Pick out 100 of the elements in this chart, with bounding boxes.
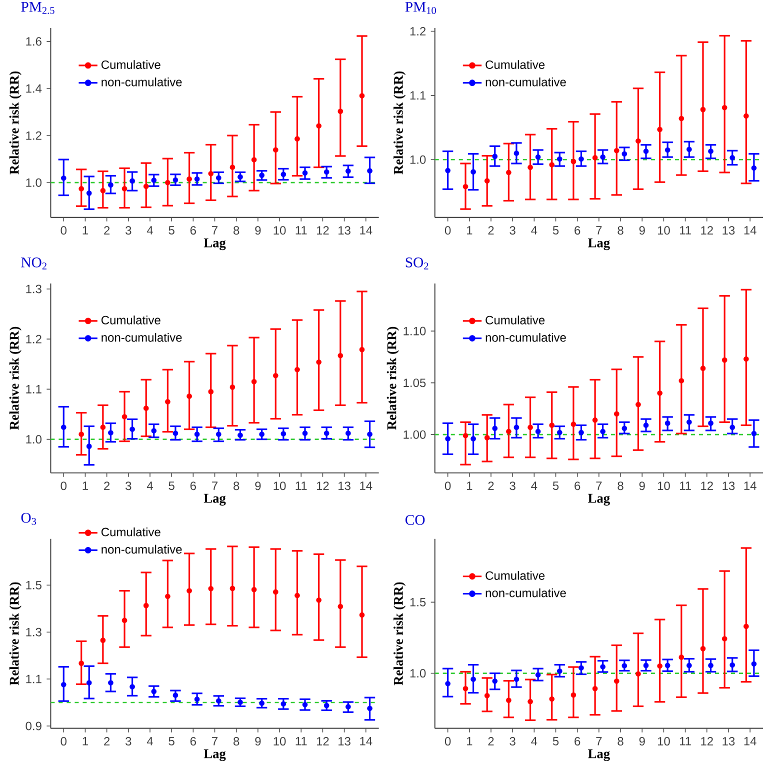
legend-label: non-cumulative (102, 544, 182, 554)
y-tick-label: 1.0 (26, 434, 42, 444)
y-tick-label: 1.1 (410, 91, 426, 100)
x-tick-label: 0 (444, 226, 451, 234)
x-tick-label: 14 (744, 226, 756, 234)
y-tick-label: 1.00 (404, 430, 426, 439)
x-axis-title: Lag (204, 494, 226, 506)
chart-title: NO$_{2}$ (21, 257, 46, 270)
x-tick-label: 7 (596, 226, 602, 234)
x-axis-title: Lag (204, 238, 226, 250)
x-tick-label: 5 (552, 736, 559, 746)
x-tick-label: 5 (168, 226, 174, 234)
x-tick-label: 14 (744, 481, 756, 490)
x-tick-label: 0 (60, 736, 67, 746)
legend-label: non-cumulative (486, 332, 566, 342)
x-tick-label: 4 (146, 736, 153, 746)
x-axis-title: Lag (588, 494, 610, 506)
x-tick-label: 14 (744, 736, 756, 746)
y-tick-label: 1.1 (26, 674, 42, 684)
x-tick-label: 3 (510, 226, 516, 234)
x-tick-label: 0 (444, 481, 451, 490)
x-tick-label: 2 (488, 736, 494, 746)
x-tick-label: 4 (146, 481, 153, 490)
x-tick-label: 6 (190, 226, 196, 234)
x-tick-label: 0 (60, 226, 67, 234)
x-tick-label: 9 (639, 226, 645, 234)
x-tick-label: 11 (296, 481, 307, 490)
legend-label: Cumulative (101, 527, 160, 536)
x-tick-label: 5 (552, 226, 559, 234)
y-tick-label: 1.4 (26, 84, 42, 92)
y-tick-label: 1.3 (26, 628, 42, 636)
chart-title: SO$_{2}$ (406, 257, 428, 270)
x-tick-label: 6 (190, 481, 196, 490)
legend-label: Cumulative (486, 60, 545, 69)
x-axis-title: Lag (204, 749, 226, 761)
x-tick-label: 8 (618, 736, 624, 746)
x-tick-label: 9 (255, 736, 261, 746)
x-tick-label: 6 (574, 481, 580, 490)
y-tick-label: 1.10 (404, 326, 426, 336)
x-tick-label: 4 (531, 481, 538, 490)
x-tick-label: 12 (701, 481, 713, 490)
x-tick-label: 14 (360, 226, 372, 234)
x-tick-label: 6 (190, 736, 196, 746)
x-tick-label: 11 (680, 481, 691, 490)
x-tick-label: 11 (296, 736, 307, 746)
x-tick-label: 13 (338, 481, 350, 490)
x-tick-label: 7 (596, 736, 602, 746)
x-tick-label: 9 (255, 226, 261, 234)
y-axis-title: Relative risk (RR) (9, 326, 22, 430)
y-axis-title: Relative risk (RR) (386, 326, 399, 430)
x-tick-label: 8 (618, 226, 624, 234)
x-axis-title: Lag (588, 238, 610, 250)
x-tick-label: 12 (316, 481, 329, 490)
x-tick-label: 0 (444, 736, 451, 746)
x-tick-label: 1 (82, 481, 88, 490)
legend-label: Cumulative (101, 60, 160, 69)
x-tick-label: 10 (274, 736, 286, 746)
x-tick-label: 14 (360, 736, 372, 746)
x-tick-label: 10 (274, 481, 286, 490)
x-tick-label: 1 (466, 736, 472, 746)
x-tick-label: 1 (82, 736, 88, 746)
y-tick-label: 0.9 (26, 722, 42, 730)
y-tick-label: 1.1 (26, 384, 42, 394)
x-tick-label: 3 (510, 736, 516, 746)
y-tick-label: 1.2 (26, 131, 42, 140)
y-tick-label: 1.05 (404, 378, 426, 387)
y-tick-label: 1.0 (410, 155, 426, 164)
chart-title: O$_{3}$ (21, 512, 36, 525)
x-tick-label: 3 (510, 481, 516, 490)
x-tick-label: 6 (574, 226, 580, 234)
x-tick-label: 10 (658, 226, 670, 234)
x-tick-label: 10 (658, 736, 670, 746)
x-tick-label: 9 (639, 481, 645, 490)
x-tick-label: 2 (104, 481, 110, 490)
x-tick-label: 12 (701, 736, 713, 746)
legend-label: Cumulative (101, 315, 160, 324)
x-tick-label: 8 (618, 481, 624, 490)
x-tick-label: 10 (274, 226, 286, 234)
y-tick-label: 1.0 (410, 668, 426, 678)
x-tick-label: 1 (82, 226, 88, 234)
x-tick-label: 1 (466, 481, 472, 490)
y-axis-title: Relative risk (RR) (394, 582, 406, 686)
x-tick-label: 5 (168, 481, 174, 490)
x-tick-label: 11 (680, 736, 691, 746)
x-tick-label: 12 (316, 226, 329, 234)
x-tick-label: 4 (531, 736, 538, 746)
y-tick-label: 1.5 (26, 580, 42, 590)
x-tick-label: 12 (701, 226, 713, 234)
chart-title: CO (406, 514, 425, 525)
x-tick-label: 7 (596, 481, 602, 490)
x-tick-label: 9 (255, 481, 261, 490)
x-tick-label: 2 (488, 481, 494, 490)
x-tick-label: 11 (296, 226, 307, 234)
legend-label: non-cumulative (486, 77, 566, 86)
x-tick-label: 4 (531, 226, 538, 234)
y-tick-label: 1.6 (26, 37, 42, 46)
x-tick-label: 14 (360, 481, 372, 490)
legend-label: Cumulative (486, 570, 545, 580)
y-tick-label: 1.0 (26, 178, 42, 187)
x-tick-label: 4 (146, 226, 153, 234)
